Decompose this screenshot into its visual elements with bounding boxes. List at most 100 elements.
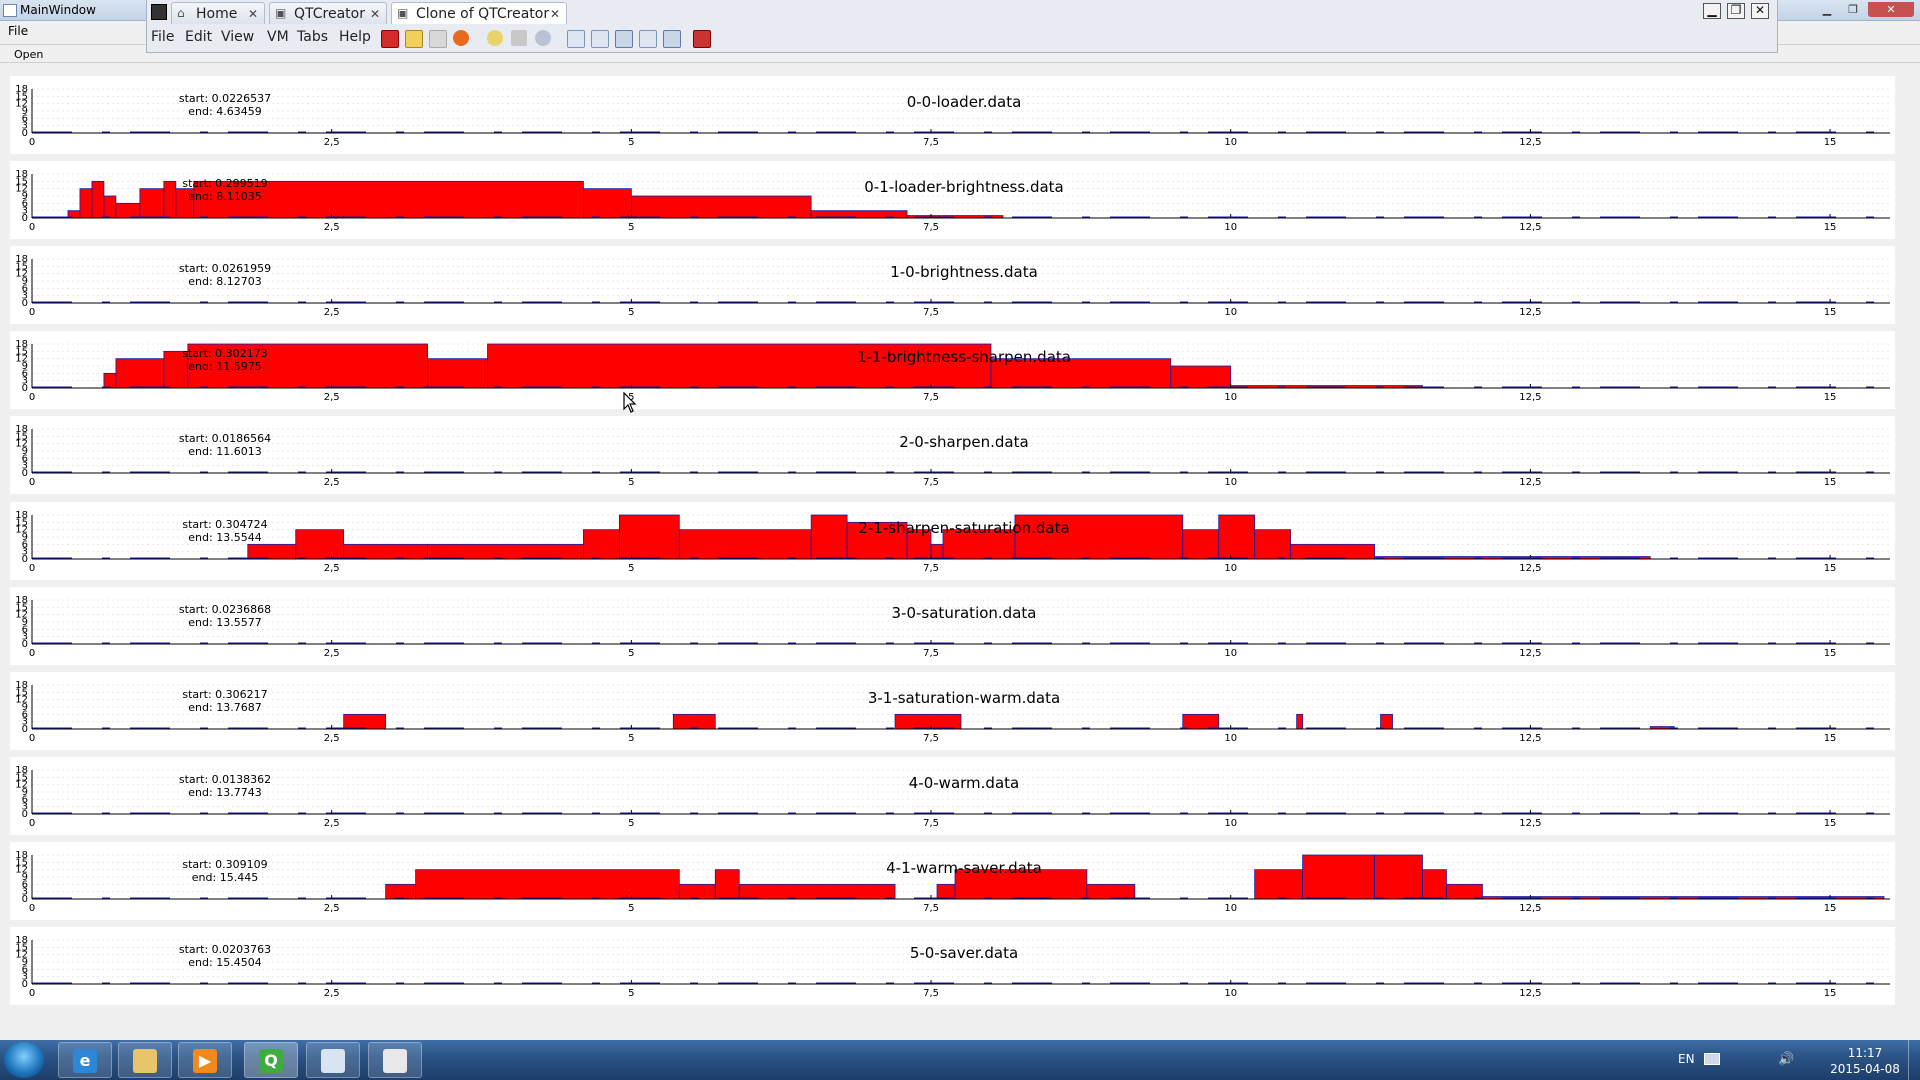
x-tick-label: 10 — [1224, 137, 1237, 148]
x-tick-label: 2,5 — [324, 818, 340, 829]
power-off-icon[interactable] — [381, 30, 399, 48]
y-tick-label: 18 — [15, 339, 28, 350]
taskbar-qt-creator[interactable]: Q — [244, 1042, 298, 1078]
y-tick-label: 6 — [22, 709, 28, 720]
vm-minimize-icon[interactable]: ▁ — [1703, 3, 1721, 19]
y-tick-label: 12 — [15, 524, 28, 535]
show-desktop-button[interactable] — [1908, 1040, 1920, 1080]
volume-icon[interactable]: 🔊 — [1778, 1052, 1795, 1067]
data-bar — [103, 373, 117, 389]
open-button[interactable]: Open — [14, 48, 44, 61]
x-tick-label: 10 — [1224, 392, 1237, 403]
y-tick-label: 0 — [22, 383, 28, 394]
unity-icon[interactable] — [639, 30, 657, 48]
tab-clone-of-qtcreator[interactable]: ▣ Clone of QTCreator ✕ — [391, 2, 567, 24]
vm-restore-icon[interactable]: ❐ — [1727, 3, 1745, 19]
reset-icon[interactable] — [453, 30, 469, 46]
vm-menu-vm[interactable]: VM — [267, 29, 289, 45]
y-tick-label: 12 — [15, 184, 28, 195]
window-title: MainWindow — [20, 3, 96, 17]
sidebar-icon[interactable] — [567, 30, 585, 48]
y-tick-label: 6 — [22, 964, 28, 975]
data-bar — [810, 514, 848, 559]
taskbar-app-window[interactable] — [368, 1042, 422, 1078]
x-tick-label: 7,5 — [923, 733, 939, 744]
y-tick-label: 18 — [15, 510, 28, 521]
y-tick-label: 12 — [15, 950, 28, 961]
vm-menu-help[interactable]: Help — [339, 29, 371, 45]
close-tab-icon[interactable]: ✕ — [247, 7, 258, 21]
x-tick-label: 15 — [1824, 903, 1837, 914]
qt-creator-icon: Q — [259, 1049, 283, 1073]
x-tick-label: 15 — [1824, 648, 1837, 659]
thumbnail-bar-icon[interactable] — [591, 30, 609, 48]
data-bar — [1218, 514, 1256, 559]
x-tick-label: 5 — [628, 988, 634, 999]
x-tick-label: 2,5 — [324, 222, 340, 233]
y-tick-label: 6 — [22, 794, 28, 805]
menu-file[interactable]: File — [8, 24, 29, 38]
x-tick-label: 12,5 — [1519, 307, 1541, 318]
close-icon[interactable]: ✕ — [1868, 2, 1914, 17]
plot-title: 2-0-sharpen.data — [899, 433, 1029, 452]
vm-close-icon[interactable]: ✕ — [1751, 3, 1769, 19]
taskbar-internet-explorer[interactable]: e — [58, 1042, 112, 1078]
close-vm-icon[interactable] — [693, 30, 711, 48]
x-tick-label: 2,5 — [324, 392, 340, 403]
plot-end-label: end: 11.5975 — [188, 360, 262, 374]
data-bar — [187, 343, 428, 389]
vm-window[interactable]: ⌂ Home ✕ ▣ QTCreator ✕ ▣ Clone of QTCrea… — [146, 0, 1778, 53]
network-icon[interactable] — [1704, 1053, 1720, 1065]
clock-date[interactable]: 2015-04-08 — [1830, 1062, 1900, 1076]
app-window-icon — [383, 1049, 407, 1073]
console-view-icon[interactable] — [663, 30, 681, 48]
data-bar — [1086, 883, 1136, 900]
y-tick-label: 15 — [15, 176, 28, 187]
x-tick-label: 5 — [628, 903, 634, 914]
x-tick-label: 10 — [1224, 307, 1237, 318]
suspend-icon[interactable] — [405, 30, 423, 48]
x-tick-label: 12,5 — [1519, 222, 1541, 233]
plot-start-label: start: 0.306217 — [182, 687, 268, 701]
vm-menu-tabs[interactable]: Tabs — [297, 29, 328, 45]
snapshot-icon[interactable] — [487, 30, 503, 46]
mouse-cursor-icon — [623, 392, 637, 413]
vm-menu-view[interactable]: View — [221, 29, 255, 45]
minimize-icon[interactable]: ▁ — [1822, 3, 1832, 16]
taskbar-file-explorer[interactable] — [118, 1042, 172, 1078]
y-tick-label: 0 — [22, 809, 28, 820]
y-tick-label: 3 — [22, 206, 28, 217]
toolbar-divider — [0, 62, 1920, 63]
maximize-icon[interactable]: ❐ — [1848, 3, 1858, 16]
tab-home[interactable]: ⌂ Home ✕ — [171, 2, 265, 24]
data-bar — [738, 883, 896, 900]
pin-icon[interactable] — [151, 4, 167, 20]
play-icon[interactable] — [429, 30, 447, 48]
data-bar — [1446, 883, 1483, 900]
data-bar — [954, 869, 1088, 900]
snapshot-manager-icon[interactable] — [535, 30, 551, 46]
start-button[interactable] — [4, 1042, 44, 1078]
vm-menu-file[interactable]: File — [151, 29, 175, 45]
tab-qtcreator[interactable]: ▣ QTCreator ✕ — [269, 2, 387, 24]
revert-snapshot-icon[interactable] — [511, 30, 527, 46]
x-tick-label: 10 — [1224, 818, 1237, 829]
clock-time[interactable]: 11:17 — [1847, 1046, 1883, 1060]
y-tick-label: 12 — [15, 439, 28, 450]
full-screen-icon[interactable] — [615, 30, 633, 48]
vm-menu-edit[interactable]: Edit — [185, 29, 213, 45]
x-tick-label: 7,5 — [923, 392, 939, 403]
y-tick-label: 9 — [22, 787, 28, 798]
plot-end-label: end: 13.7687 — [188, 700, 262, 714]
taskbar-media-player[interactable]: ▶ — [178, 1042, 232, 1078]
language-indicator[interactable]: EN — [1678, 1052, 1695, 1066]
close-tab-icon[interactable]: ✕ — [369, 7, 380, 21]
plot-start-label: start: 0.0261959 — [178, 262, 272, 276]
data-bar — [1254, 528, 1292, 559]
close-tab-icon[interactable]: ✕ — [549, 7, 560, 21]
plot-start-label: start: 0.0186564 — [178, 432, 272, 446]
data-bar — [103, 195, 117, 219]
x-tick-label: 0 — [29, 648, 35, 659]
taskbar-picture-viewer[interactable] — [306, 1042, 360, 1078]
